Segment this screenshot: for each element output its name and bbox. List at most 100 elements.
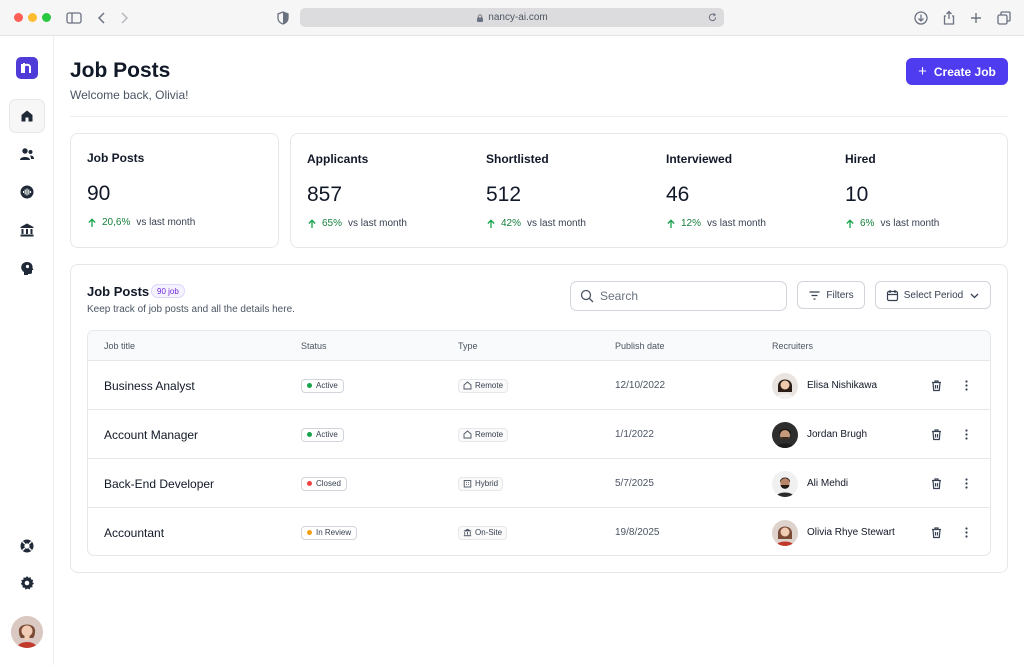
column-header-job-title[interactable]: Job title — [104, 341, 136, 351]
brain-icon — [21, 262, 34, 275]
publish-date: 5/7/2025 — [615, 478, 654, 489]
status-dot — [307, 383, 312, 388]
status-badge: In Review — [301, 525, 358, 540]
select-period-label: Select Period — [903, 289, 964, 301]
column-header-status[interactable]: Status — [301, 341, 327, 351]
arrow-up-icon — [308, 218, 316, 228]
more-options-button[interactable] — [954, 471, 978, 495]
stat-value: 857 — [307, 183, 343, 206]
search-input[interactable] — [600, 289, 770, 303]
status-dot — [307, 530, 312, 535]
more-options-button[interactable] — [954, 520, 978, 544]
address-bar[interactable]: nancy-ai.com — [300, 8, 724, 27]
type-badge: Hybrid — [458, 476, 504, 491]
column-header-recruiters[interactable]: Recruiters — [772, 341, 814, 351]
search-box[interactable] — [570, 281, 787, 311]
job-title[interactable]: Account Manager — [104, 427, 199, 442]
status-label: Active — [316, 381, 338, 390]
maximize-window-button[interactable] — [42, 13, 51, 22]
publish-date: 19/8/2025 — [615, 527, 660, 538]
publish-date: 12/10/2022 — [615, 380, 666, 391]
status-label: Active — [316, 430, 338, 439]
stat-change-compare: vs last month — [707, 218, 766, 229]
stat-change: 20,6% vs last month — [87, 217, 195, 228]
job-title[interactable]: Back-End Developer — [104, 476, 215, 491]
trash-icon — [931, 477, 941, 489]
stat-label: Shortlisted — [486, 152, 549, 166]
stat-value: 46 — [666, 183, 690, 206]
forward-icon[interactable] — [115, 9, 133, 27]
avatar-portrait-icon — [11, 616, 43, 648]
job-count-badge: 90 job — [151, 284, 185, 298]
arrow-up-icon — [846, 218, 854, 228]
gear-icon — [20, 576, 34, 590]
filter-icon — [809, 290, 820, 300]
user-avatar[interactable] — [11, 616, 43, 648]
nav-insights[interactable] — [9, 251, 45, 285]
status-label: In Review — [316, 528, 352, 537]
stat-change-compare: vs last month — [348, 218, 407, 229]
download-icon[interactable] — [912, 9, 930, 27]
building-icon — [463, 480, 472, 488]
type-badge: Remote — [458, 427, 509, 442]
minimize-window-button[interactable] — [28, 13, 37, 22]
back-icon[interactable] — [93, 9, 111, 27]
column-header-type[interactable]: Type — [458, 341, 478, 351]
tab-overview-icon[interactable] — [995, 9, 1013, 27]
nav-institution[interactable] — [9, 213, 45, 247]
select-period-dropdown[interactable]: Select Period — [875, 281, 991, 309]
stat-label: Job Posts — [87, 151, 145, 165]
sidebar-toggle-icon[interactable] — [65, 9, 83, 27]
column-header-publish-date[interactable]: Publish date — [615, 341, 665, 351]
search-icon — [580, 289, 594, 303]
create-job-button[interactable]: + Create Job — [906, 58, 1008, 85]
stat-change-percent: 42% — [501, 218, 522, 229]
browser-toolbar: nancy-ai.com — [0, 0, 1024, 36]
page-title: Job Posts — [70, 59, 171, 82]
more-options-button[interactable] — [954, 373, 978, 397]
shield-icon[interactable] — [274, 9, 292, 27]
recruiter-avatar — [772, 470, 798, 497]
stat-value: 90 — [87, 182, 111, 205]
new-tab-icon[interactable] — [967, 9, 985, 27]
close-window-button[interactable] — [14, 13, 23, 22]
stat-interviewed: Interviewed 46 12% vs last month — [666, 152, 766, 229]
users-icon — [20, 148, 34, 160]
reload-icon[interactable] — [707, 12, 718, 23]
nav-voice[interactable] — [9, 175, 45, 209]
type-label: Remote — [475, 381, 504, 390]
nav-people[interactable] — [9, 137, 45, 171]
app-logo[interactable] — [16, 57, 38, 79]
lifebuoy-icon — [20, 539, 34, 553]
nav-help[interactable] — [9, 529, 45, 563]
stat-change-compare: vs last month — [136, 217, 196, 228]
pipeline-stats-card — [290, 133, 1008, 248]
job-posts-table-card — [70, 264, 1008, 573]
delete-button[interactable] — [924, 520, 948, 544]
job-title[interactable]: Business Analyst — [104, 378, 195, 393]
table-row[interactable]: Business Analyst Active Remote 12/10/202… — [88, 361, 990, 410]
table-row[interactable]: Back-End Developer Closed Hybrid 5/7/202… — [88, 459, 990, 508]
share-icon[interactable] — [940, 9, 958, 27]
table-row[interactable]: Accountant In Review On-Site 19/8/2025 O… — [88, 508, 990, 555]
delete-button[interactable] — [924, 373, 948, 397]
status-label: Closed — [316, 479, 341, 488]
delete-button[interactable] — [924, 422, 948, 446]
stat-change-percent: 65% — [322, 218, 343, 229]
stat-job-posts: Job Posts 90 20,6% vs last month — [87, 151, 195, 228]
stat-change-percent: 20,6% — [102, 217, 131, 228]
table-row[interactable]: Account Manager Active Remote 1/1/2022 J… — [88, 410, 990, 459]
job-posts-table: Job title Status Type Publish date Recru… — [87, 330, 991, 556]
job-posts-stat-card — [70, 133, 279, 248]
delete-button[interactable] — [924, 471, 948, 495]
stat-change-percent: 12% — [681, 218, 702, 229]
nav-home[interactable] — [9, 99, 45, 133]
create-job-label: Create Job — [933, 64, 996, 79]
type-label: Hybrid — [475, 479, 499, 488]
nav-settings[interactable] — [9, 566, 45, 600]
stat-value: 512 — [486, 183, 522, 206]
more-options-button[interactable] — [954, 422, 978, 446]
job-title[interactable]: Accountant — [104, 525, 165, 540]
filters-button[interactable]: Filters — [797, 281, 865, 309]
sidebar — [0, 36, 54, 665]
